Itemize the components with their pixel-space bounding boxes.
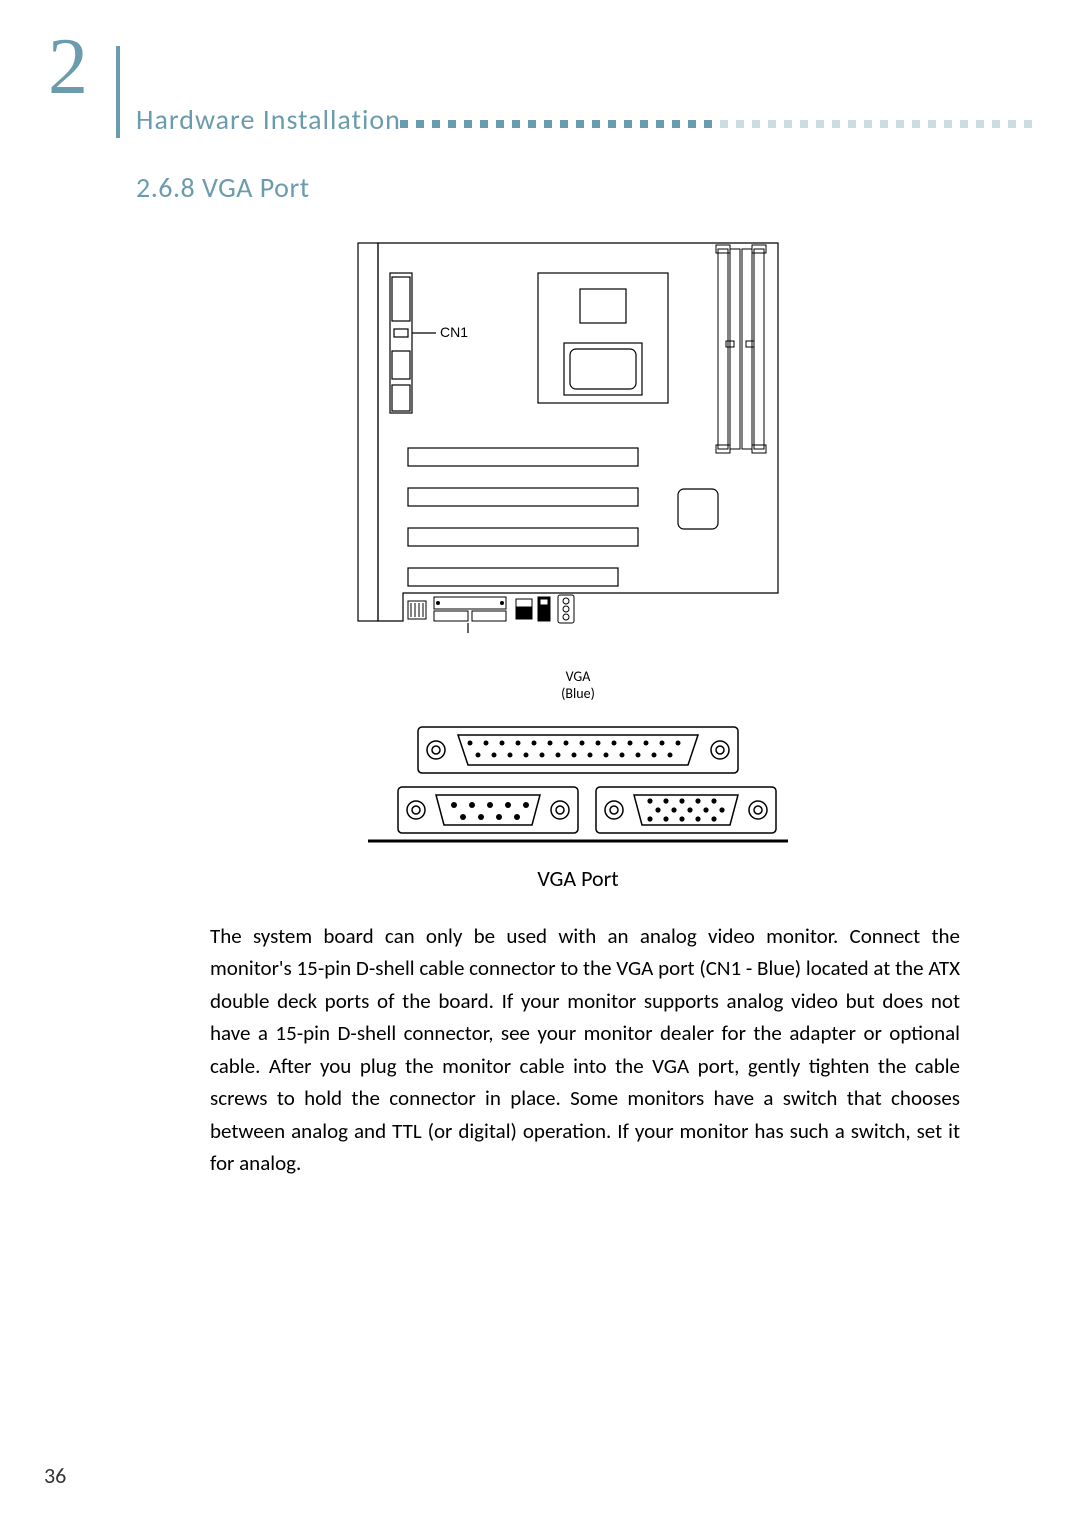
chapter-title: Hardware Installation [136, 102, 401, 137]
body-text: The system board can only be used with a… [210, 920, 960, 1180]
vga-diagram-label: VGA (Blue) [561, 669, 595, 703]
diagram-wrap: CN1 [136, 233, 1020, 892]
page-root: 2 Hardware Installation 2.6.8 VGA Port [0, 0, 1080, 1529]
chapter-dots [400, 120, 1032, 128]
motherboard-diagram: CN1 [348, 233, 808, 653]
ports-caption: VGA Port [537, 865, 618, 892]
vga-label-line2: (Blue) [561, 685, 595, 702]
section-heading: 2.6.8 VGA Port [136, 170, 1020, 205]
chapter-rule [116, 46, 120, 138]
page-number: 36 [44, 1462, 66, 1489]
rear-ports-diagram [358, 721, 798, 851]
cn1-label: CN1 [440, 324, 468, 340]
vga-label-line1: VGA [566, 668, 591, 685]
chapter-number: 2 [48, 22, 88, 113]
